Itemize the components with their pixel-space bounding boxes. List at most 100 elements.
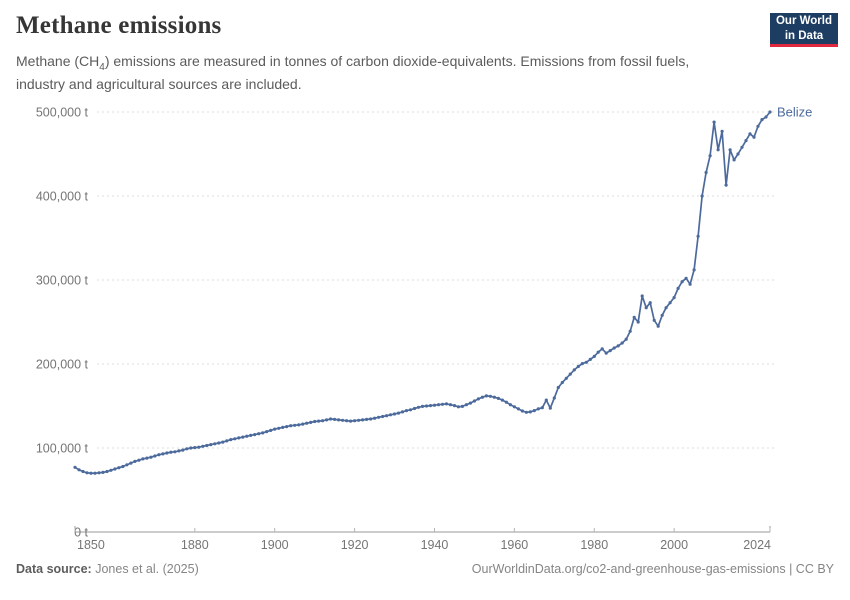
- data-point[interactable]: [652, 318, 656, 322]
- data-point[interactable]: [81, 469, 85, 474]
- data-point[interactable]: [157, 453, 161, 457]
- data-point[interactable]: [596, 350, 600, 354]
- data-point[interactable]: [660, 313, 664, 317]
- data-point[interactable]: [400, 410, 405, 414]
- data-point[interactable]: [696, 234, 700, 238]
- data-point[interactable]: [408, 408, 413, 412]
- data-point[interactable]: [460, 404, 464, 408]
- data-point[interactable]: [600, 347, 604, 351]
- data-point[interactable]: [381, 414, 385, 419]
- data-point[interactable]: [436, 403, 441, 407]
- data-point[interactable]: [341, 418, 345, 422]
- data-point[interactable]: [748, 132, 752, 136]
- data-point[interactable]: [149, 455, 153, 459]
- data-point[interactable]: [636, 320, 640, 324]
- data-point[interactable]: [420, 404, 425, 408]
- data-point[interactable]: [333, 417, 337, 421]
- data-point[interactable]: [309, 420, 313, 424]
- data-point[interactable]: [329, 417, 333, 421]
- data-point[interactable]: [704, 170, 708, 175]
- data-point[interactable]: [237, 436, 241, 440]
- data-point[interactable]: [612, 346, 616, 350]
- data-point[interactable]: [201, 444, 205, 448]
- data-point[interactable]: [656, 324, 660, 328]
- data-point[interactable]: [524, 410, 529, 414]
- data-point[interactable]: [213, 442, 217, 446]
- data-point[interactable]: [556, 385, 560, 390]
- data-point[interactable]: [520, 409, 525, 413]
- data-point[interactable]: [456, 405, 460, 409]
- data-point[interactable]: [301, 422, 305, 426]
- data-point[interactable]: [101, 470, 105, 474]
- data-point[interactable]: [480, 395, 484, 399]
- data-point[interactable]: [540, 406, 544, 410]
- data-point[interactable]: [121, 464, 125, 469]
- data-point[interactable]: [317, 419, 321, 423]
- data-point[interactable]: [488, 394, 492, 398]
- data-point[interactable]: [125, 463, 129, 467]
- data-point[interactable]: [189, 446, 193, 450]
- data-point[interactable]: [700, 194, 704, 198]
- series-line[interactable]: [74, 111, 771, 475]
- data-point[interactable]: [169, 450, 173, 454]
- data-point[interactable]: [620, 341, 624, 345]
- data-point[interactable]: [640, 294, 644, 298]
- data-point[interactable]: [740, 145, 744, 149]
- data-point[interactable]: [89, 471, 93, 475]
- data-point[interactable]: [716, 148, 720, 152]
- data-point[interactable]: [217, 441, 221, 445]
- data-point[interactable]: [536, 407, 540, 411]
- data-point[interactable]: [277, 426, 281, 430]
- data-point[interactable]: [353, 419, 357, 423]
- series-label[interactable]: Belize: [777, 105, 812, 120]
- data-point[interactable]: [357, 418, 361, 422]
- data-point[interactable]: [97, 471, 101, 475]
- data-point[interactable]: [644, 306, 648, 310]
- data-point[interactable]: [305, 421, 309, 425]
- data-point[interactable]: [404, 409, 409, 413]
- data-point[interactable]: [93, 471, 97, 475]
- data-point[interactable]: [73, 465, 77, 469]
- data-point[interactable]: [604, 351, 608, 355]
- data-point[interactable]: [484, 394, 488, 398]
- data-point[interactable]: [672, 296, 676, 300]
- data-point[interactable]: [365, 417, 369, 421]
- data-point[interactable]: [628, 329, 632, 333]
- data-point[interactable]: [752, 135, 756, 139]
- data-point[interactable]: [680, 280, 684, 284]
- data-point[interactable]: [684, 276, 688, 280]
- data-point[interactable]: [345, 419, 349, 423]
- data-point[interactable]: [560, 380, 564, 385]
- data-point[interactable]: [388, 413, 393, 417]
- data-point[interactable]: [580, 362, 584, 366]
- data-point[interactable]: [85, 471, 89, 475]
- data-point[interactable]: [564, 376, 568, 380]
- data-point[interactable]: [77, 468, 81, 472]
- data-point[interactable]: [209, 443, 213, 447]
- data-point[interactable]: [500, 398, 504, 402]
- data-point[interactable]: [177, 449, 181, 453]
- data-point[interactable]: [161, 452, 165, 456]
- data-point[interactable]: [361, 418, 365, 422]
- data-point[interactable]: [568, 372, 572, 376]
- data-point[interactable]: [452, 404, 457, 408]
- data-point[interactable]: [508, 403, 512, 407]
- data-point[interactable]: [720, 129, 724, 133]
- data-point[interactable]: [113, 467, 117, 471]
- data-point[interactable]: [137, 458, 141, 462]
- data-point[interactable]: [472, 399, 476, 403]
- data-point[interactable]: [289, 424, 293, 428]
- data-point[interactable]: [576, 364, 580, 369]
- data-point[interactable]: [428, 404, 433, 408]
- data-point[interactable]: [225, 439, 229, 443]
- data-point[interactable]: [181, 448, 185, 452]
- data-point[interactable]: [464, 403, 468, 407]
- data-point[interactable]: [117, 466, 121, 470]
- data-point[interactable]: [153, 454, 157, 458]
- data-point[interactable]: [736, 152, 740, 156]
- data-point[interactable]: [676, 286, 680, 290]
- data-point[interactable]: [185, 447, 189, 451]
- data-point[interactable]: [764, 115, 768, 119]
- data-point[interactable]: [688, 282, 692, 286]
- data-point[interactable]: [416, 405, 421, 409]
